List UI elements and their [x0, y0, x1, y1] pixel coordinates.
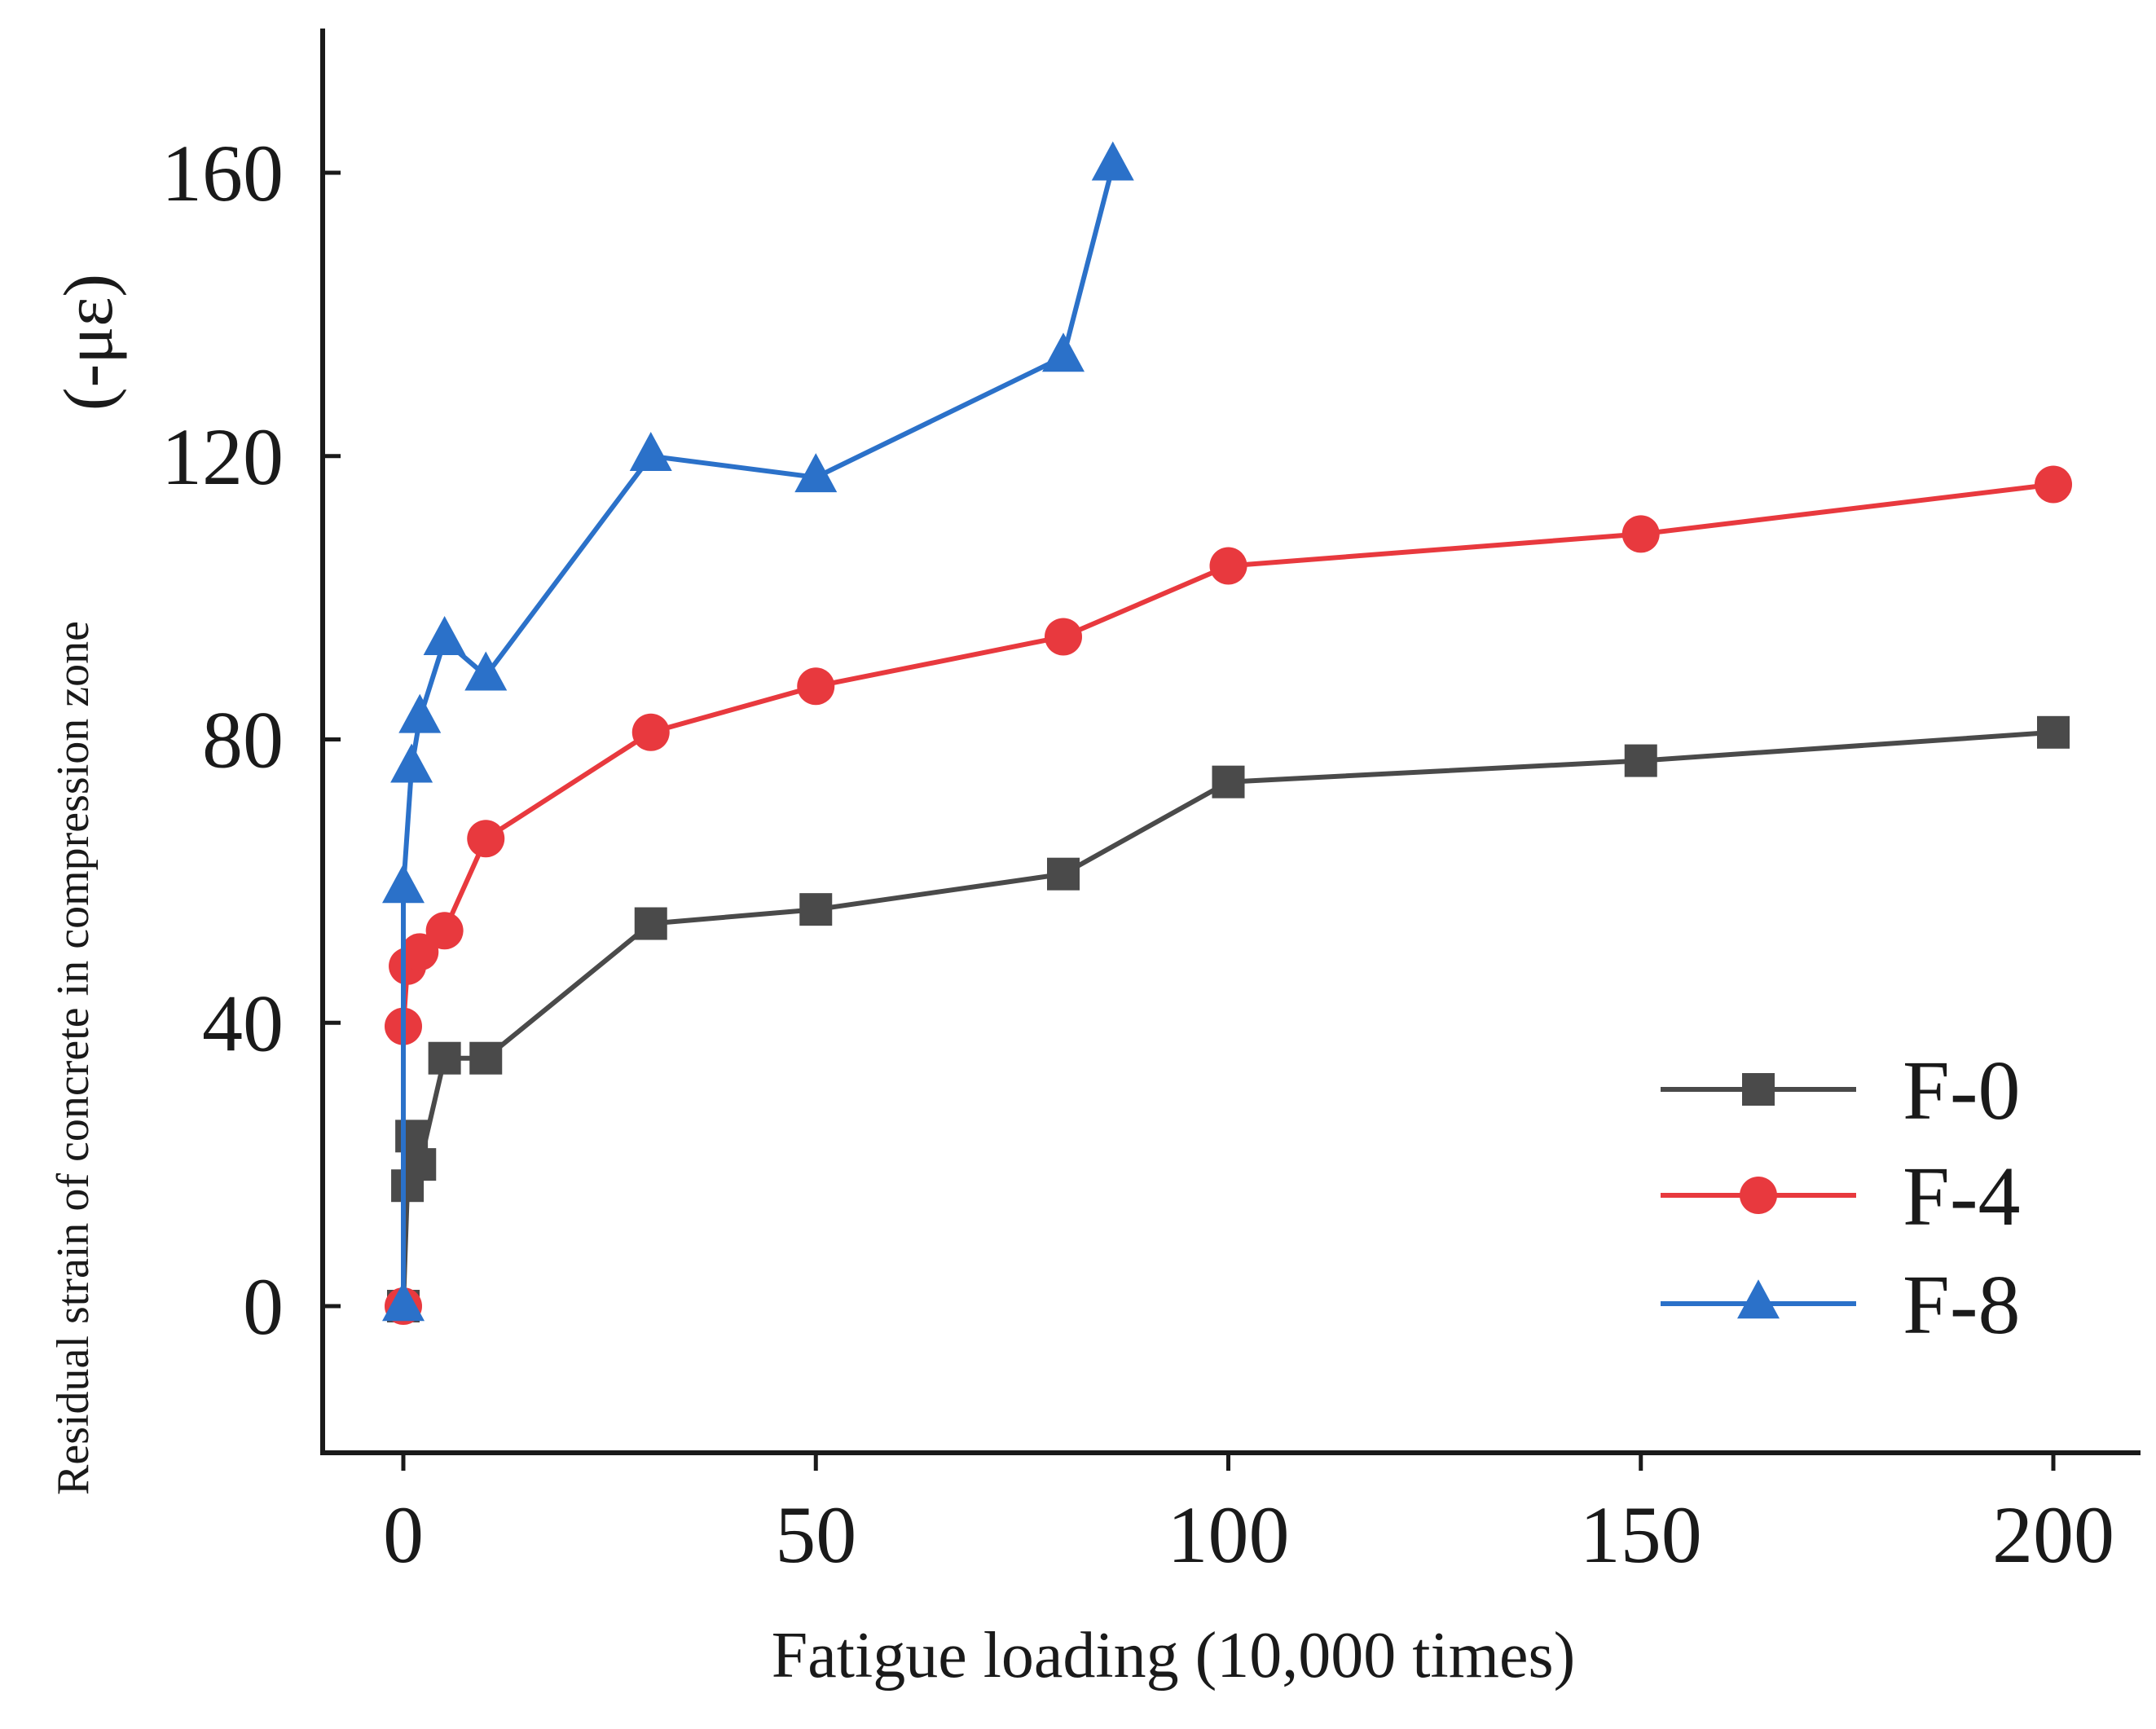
x-tick-label-0: 0: [383, 1489, 424, 1580]
y-tick-label-0: 0: [243, 1261, 284, 1352]
series-line-f-8: [401, 165, 1115, 1306]
x-tick-label-150: 150: [1580, 1489, 1702, 1580]
data-point-f-0-5: [469, 1041, 503, 1075]
y-tick-label-80: 80: [202, 695, 284, 785]
legend: F-0 F-4 F-8: [1661, 1044, 2020, 1352]
axes: [320, 29, 2141, 1455]
data-point-f-0-2: [395, 1120, 429, 1153]
data-point-f-4-8: [1045, 618, 1082, 656]
data-point-f-0-3: [403, 1148, 437, 1181]
legend-entry-f-0: F-0: [1661, 1044, 2020, 1137]
y-tick-label-40: 40: [202, 978, 284, 1068]
legend-label-f-4: F-4: [1903, 1150, 2020, 1243]
y-axis-unit: (-με): [49, 274, 127, 411]
plot-series: [382, 141, 2072, 1325]
y-tick-label-120: 120: [161, 411, 284, 502]
y-axis-title: Residual strain of concrete in compressi…: [48, 621, 99, 1495]
data-point-f-4-11: [2035, 465, 2072, 504]
data-point-f-0-10: [1624, 744, 1657, 777]
data-point-f-4-4: [425, 912, 464, 950]
data-point-f-8-4: [423, 616, 466, 656]
series-f-4: [385, 465, 2072, 1325]
data-point-f-0-6: [634, 907, 667, 940]
data-point-f-4-9: [1209, 547, 1247, 585]
series-line-f-0: [401, 729, 2054, 1307]
legend-entry-f-4: F-4: [1661, 1150, 2020, 1243]
data-point-f-4-10: [1621, 515, 1660, 553]
data-point-f-4-7: [797, 667, 835, 706]
series-f-8: [382, 141, 1134, 1322]
data-point-f-8-1: [382, 864, 425, 904]
data-point-f-8-0: [382, 1282, 425, 1322]
data-point-f-8-5: [464, 651, 508, 691]
legend-marker-f-0: [1742, 1073, 1775, 1106]
ticks: 0 40 80 120 160 0 50 100 150 200: [161, 128, 2114, 1580]
x-tick-label-50: 50: [775, 1489, 856, 1580]
legend-label-f-0: F-0: [1903, 1044, 2020, 1137]
series-line-f-4: [401, 482, 2054, 1306]
x-tick-label-200: 200: [1992, 1489, 2114, 1580]
data-point-f-4-3: [401, 933, 439, 971]
data-point-f-4-5: [467, 820, 505, 858]
data-point-f-0-9: [1212, 765, 1245, 799]
data-point-f-8-3: [398, 693, 442, 733]
legend-marker-f-8: [1737, 1279, 1780, 1319]
data-point-f-0-4: [428, 1041, 461, 1075]
x-axis-title: Fatigue loading (10,000 times): [772, 1620, 1576, 1692]
data-point-f-4-6: [631, 713, 670, 751]
data-point-f-8-9: [1091, 141, 1134, 181]
data-point-f-8-6: [629, 431, 672, 471]
data-point-f-8-2: [390, 743, 433, 783]
data-point-f-0-7: [799, 893, 833, 926]
data-point-f-0-8: [1047, 857, 1080, 891]
data-point-f-0-11: [2037, 715, 2070, 749]
x-tick-label-100: 100: [1168, 1489, 1290, 1580]
y-tick-label-160: 160: [161, 128, 284, 218]
data-point-f-8-7: [794, 453, 838, 493]
legend-entry-f-8: F-8: [1661, 1258, 2020, 1352]
legend-marker-f-4: [1740, 1177, 1777, 1214]
legend-label-f-8: F-8: [1903, 1258, 2020, 1352]
series-f-0: [387, 715, 2070, 1322]
data-point-f-8-8: [1042, 332, 1085, 372]
